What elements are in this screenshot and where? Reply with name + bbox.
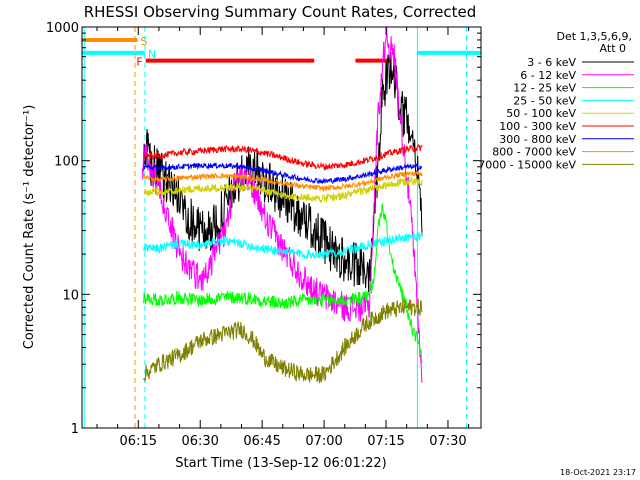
series-line-7 [143, 162, 423, 185]
flag-bar-label-s: S [140, 35, 147, 48]
series-line-8 [143, 171, 423, 192]
x-tick-label-6: 07:30 [429, 434, 466, 449]
chart-title: RHESSI Observing Summary Count Rates, Co… [84, 3, 477, 21]
x-tick-label-5: 07:15 [367, 434, 404, 449]
legend-label-4: 25 - 50 keV [513, 94, 576, 107]
y-tick-label-4: 1000 [46, 21, 79, 36]
y-tick-label-1: 1 [71, 422, 79, 437]
observing-flag-bars: SNF [82, 35, 481, 69]
y-tick-label-3: 100 [54, 155, 79, 170]
series-line-4 [143, 231, 423, 260]
x-tick-label-1: 06:15 [120, 434, 157, 449]
plot-frame [81, 26, 482, 429]
series-line-9 [143, 298, 423, 384]
legend-title-line-2: Att 0 [600, 42, 626, 55]
x-tick-label-4: 07:00 [305, 434, 342, 449]
x-axis-label: Start Time (13-Sep-12 06:01:22) [175, 456, 386, 471]
flag-bar-label-f: F [136, 56, 142, 69]
legend-label-5: 50 - 100 keV [506, 107, 576, 120]
x-tick-label-2: 06:30 [181, 434, 218, 449]
series-line-6 [143, 143, 423, 171]
legend-label-2: 6 - 12 keV [520, 69, 576, 82]
legend-label-7: 300 - 800 keV [499, 133, 576, 146]
legend-label-3: 12 - 25 keV [513, 82, 576, 95]
footer-timestamp: 18-Oct-2021 23:17 [560, 468, 636, 477]
y-axis-label: Corrected Count Rate (s⁻¹ detector⁻¹) [22, 105, 37, 350]
plot-axes: 1 10 100 1000 06:15 06:30 06:45 07:00 07:15 07:30 [46, 21, 482, 449]
series-line-3 [143, 203, 423, 364]
legend-label-8: 800 - 7000 keV [492, 146, 576, 159]
series-line-5 [143, 176, 423, 203]
legend-label-1: 3 - 6 keV [527, 56, 576, 69]
legend-label-6: 100 - 300 keV [499, 120, 576, 133]
legend-label-9: 7000 - 15000 keV [478, 158, 576, 171]
marker-lines [83, 27, 468, 428]
x-tick-label-3: 06:45 [243, 434, 280, 449]
y-tick-label-2: 10 [62, 288, 79, 303]
flag-bar-label-n: N [148, 48, 156, 61]
series-lines [141, 26, 423, 384]
legend-title-line-1: Det 1,3,5,6,9, [556, 30, 632, 43]
series-line-2 [141, 26, 423, 383]
